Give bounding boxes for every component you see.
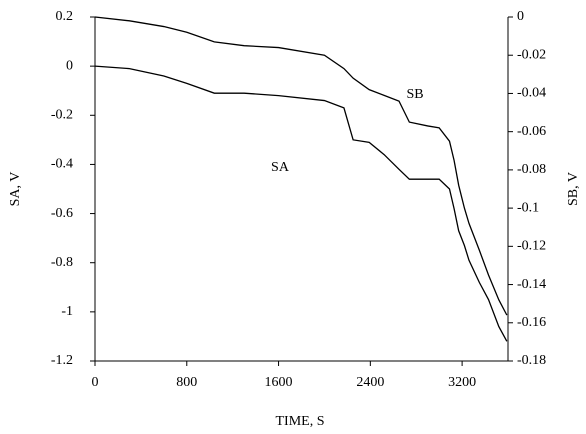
y-tick-label: 0.2 [56,9,74,24]
y-tick-label: -0.6 [51,206,73,221]
y-tick-label: -1.2 [51,353,73,368]
y-axis-label: SA, V [8,172,23,207]
series-line [94,16,508,316]
y2-tick-label: -0.18 [517,353,546,368]
y-tick-label: -1 [61,304,73,319]
y2-tick-label: -0.14 [517,277,546,292]
x-tick-label: 0 [92,375,99,390]
y2-axis-label: SB, V [566,172,581,206]
x-tick-label: 2400 [356,375,384,390]
series-line [94,65,508,342]
y2-tick-label: -0.16 [517,315,546,330]
x-axis-label: TIME, S [276,414,325,429]
y2-tick-label: -0.08 [517,162,546,177]
y-tick-label: -0.8 [51,255,73,270]
x-tick-label: 1600 [265,375,293,390]
series-label: SA [271,160,290,175]
y-tick-label: 0 [66,58,73,73]
x-tick-label: 800 [176,375,197,390]
y2-tick-label: -0.06 [517,124,546,139]
x-tick-label: 3200 [448,375,476,390]
y2-tick-label: -0.12 [517,239,546,254]
series-label: SB [406,87,423,102]
y-tick-label: -0.4 [51,157,73,172]
y2-tick-label: -0.1 [517,200,539,215]
y2-tick-label: 0 [517,9,524,24]
y-tick-label: -0.2 [51,108,73,123]
y2-tick-label: -0.02 [517,47,546,62]
y2-tick-label: -0.04 [517,86,546,101]
